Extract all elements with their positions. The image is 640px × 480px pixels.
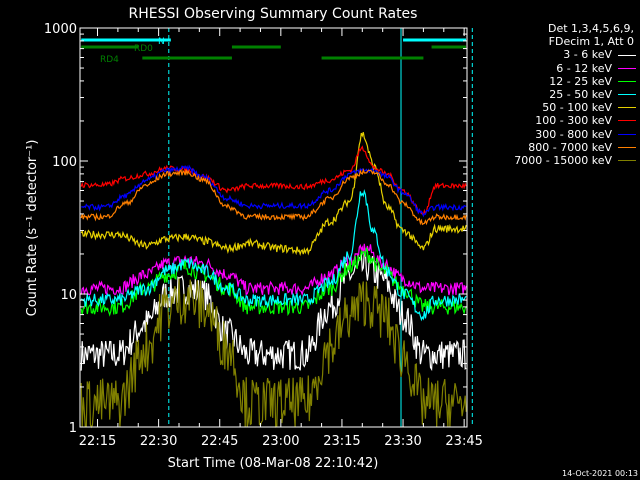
series-line-7 xyxy=(81,164,467,218)
y-tick-label: 100 xyxy=(52,155,77,170)
legend-header-line-1: Det 1,3,4,5,6,9, xyxy=(547,22,634,35)
series-line-1 xyxy=(80,250,467,372)
legend-label: 3 - 6 keV xyxy=(563,48,612,62)
x-tick-label: 23:45 xyxy=(445,434,482,449)
legend-entry: 300 - 800 keV xyxy=(470,128,636,141)
x-tick-label: 23:30 xyxy=(384,434,421,449)
legend-swatch xyxy=(618,94,636,96)
legend-label: 50 - 100 keV xyxy=(542,101,612,115)
legend-entry: 100 - 300 keV xyxy=(470,114,636,127)
legend-swatch xyxy=(618,107,636,109)
x-tick-label: 22:45 xyxy=(201,434,238,449)
flag-rd4-label: RD4 xyxy=(100,55,119,65)
series-line-9 xyxy=(80,278,467,429)
series-line-2 xyxy=(80,243,467,297)
legend-entry: 12 - 25 keV xyxy=(470,75,636,88)
flag-rd0-label: RD0 xyxy=(134,44,153,54)
legend-swatch xyxy=(618,80,636,82)
legend: Det 1,3,4,5,6,9, FDecim 1, Att 0 3 - 6 k… xyxy=(470,22,636,167)
legend-swatch xyxy=(618,160,636,161)
legend-label: 800 - 7000 keV xyxy=(528,140,612,154)
y-tick-label: 1000 xyxy=(44,22,77,37)
legend-label: 300 - 800 keV xyxy=(535,127,612,141)
legend-label: 7000 - 15000 keV xyxy=(514,153,612,167)
legend-swatch xyxy=(618,146,636,148)
chart-title: RHESSI Observing Summary Count Rates xyxy=(129,6,418,22)
flag-n-label: N xyxy=(158,37,165,47)
plot-frame xyxy=(79,27,468,428)
x-axis-label: Start Time (08-Mar-08 22:10:42) xyxy=(168,456,379,471)
legend-swatch xyxy=(618,54,636,56)
footer-timestamp: 14-Oct-2021 00:13 xyxy=(562,469,638,478)
legend-swatch xyxy=(618,133,636,135)
y-tick-label: 1 xyxy=(69,421,77,436)
data-series xyxy=(80,132,467,429)
x-tick-label: 22:30 xyxy=(140,434,177,449)
legend-label: 100 - 300 keV xyxy=(535,114,612,128)
legend-entry: 25 - 50 keV xyxy=(470,88,636,101)
legend-entry: 800 - 7000 keV xyxy=(470,141,636,154)
legend-entries: 3 - 6 keV 6 - 12 keV 12 - 25 keV 25 - 50 ke… xyxy=(470,48,636,167)
series-line-6 xyxy=(80,145,467,216)
legend-entry: 7000 - 15000 keV xyxy=(470,154,636,167)
legend-entry: 3 - 6 keV xyxy=(470,48,636,61)
axes: 1 10 100 1000 22:15 22:30 22:45 23:00 23:15 23:30… xyxy=(44,22,483,449)
legend-label: 25 - 50 keV xyxy=(549,87,612,101)
legend-entry: 50 - 100 keV xyxy=(470,101,636,114)
legend-header-line-2: FDecim 1, Att 0 xyxy=(548,35,634,49)
series-line-4 xyxy=(80,188,467,322)
series-line-5 xyxy=(80,132,467,257)
series-line-8 xyxy=(80,168,467,226)
legend-entry: 6 - 12 keV xyxy=(470,62,636,75)
x-tick-label: 22:15 xyxy=(79,434,116,449)
legend-swatch xyxy=(618,67,636,69)
flag-bars: N RD0 RD4 xyxy=(81,37,466,65)
y-axis-label: Count Rate (s⁻¹ detector⁻¹) xyxy=(25,140,40,317)
legend-label: 6 - 12 keV xyxy=(556,61,612,75)
legend-label: 12 - 25 keV xyxy=(549,74,612,88)
y-tick-label: 10 xyxy=(60,288,77,303)
x-tick-label: 23:00 xyxy=(262,434,299,449)
legend-swatch xyxy=(618,120,636,122)
x-tick-label: 23:15 xyxy=(323,434,360,449)
